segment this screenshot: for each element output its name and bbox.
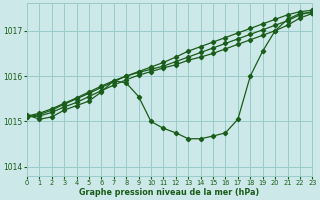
X-axis label: Graphe pression niveau de la mer (hPa): Graphe pression niveau de la mer (hPa) xyxy=(79,188,260,197)
